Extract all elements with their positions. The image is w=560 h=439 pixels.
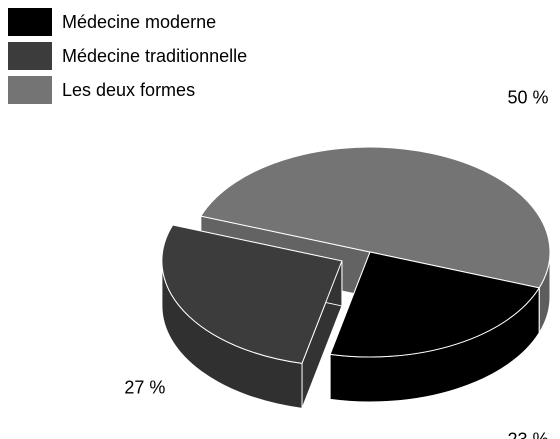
slice-top: [161, 224, 343, 364]
legend-swatch: [8, 76, 52, 104]
data-label: 27 %: [124, 378, 165, 398]
legend-label: Les deux formes: [62, 80, 195, 100]
legend-swatch: [8, 42, 52, 70]
slice-top: [200, 146, 551, 289]
legend-label: Médecine traditionnelle: [62, 46, 247, 66]
legend-swatch: [8, 8, 52, 36]
pie-slice: [161, 224, 343, 409]
slice-top: [329, 251, 540, 358]
legend-label: Médecine moderne: [62, 12, 216, 32]
data-label: 23 %: [507, 429, 548, 439]
data-label: 50 %: [507, 88, 548, 108]
pie-slice: [329, 251, 540, 403]
